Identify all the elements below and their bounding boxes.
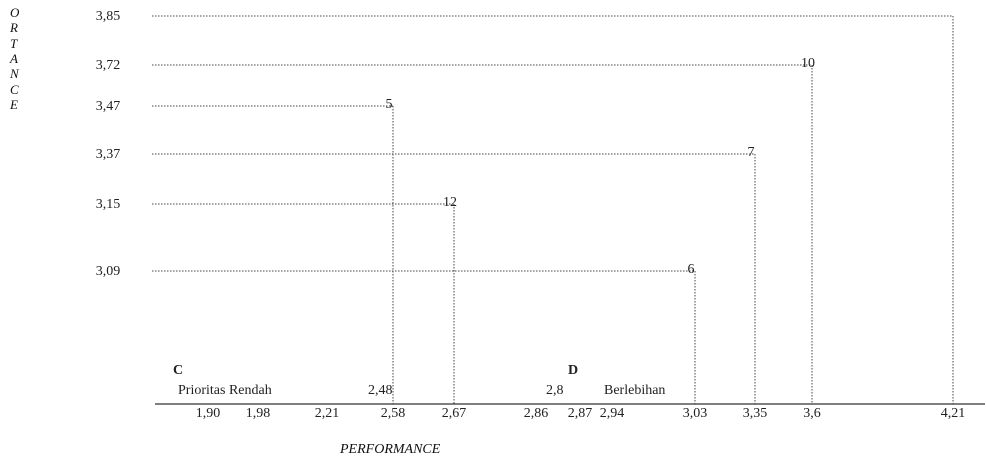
y-axis-label-letter: T	[10, 35, 18, 51]
quadrant-c-mean-label: 2,48	[368, 383, 393, 398]
y-tick-label: 3,09	[96, 264, 121, 279]
x-tick-label: 2,86	[524, 406, 549, 421]
point-label: 6	[688, 262, 695, 277]
importance-performance-chart: 3,85 3,72 3,47 3,37 3,15 3,09 1,90 1,98 2,21 2,5…	[96, 9, 985, 421]
x-axis-label: PERFORMANCE	[340, 442, 441, 457]
y-tick-label: 3,15	[96, 197, 121, 212]
x-tick-label: 4,21	[941, 406, 966, 421]
y-axis-label-letter: R	[10, 20, 18, 36]
x-tick-label: 2,87	[568, 406, 593, 421]
quadrant-d-letter: D	[568, 363, 578, 378]
x-tick-label: 1,98	[246, 406, 271, 421]
y-axis-label-letter: O	[10, 5, 20, 20]
y-axis-label-letter: A	[10, 50, 18, 66]
point-label: 12	[443, 195, 457, 210]
x-tick-label: 2,67	[442, 406, 467, 421]
x-tick-label: 2,58	[381, 406, 406, 421]
y-tick-label: 3,72	[96, 58, 121, 73]
y-tick-label: 3,47	[96, 99, 121, 114]
x-tick-label: 3,6	[803, 406, 821, 421]
x-tick-label: 2,94	[600, 406, 625, 421]
y-axis-label-letter: N	[10, 66, 19, 82]
point-label: 10	[801, 56, 815, 71]
point-label: 5	[386, 97, 393, 112]
point-label: 7	[748, 145, 755, 160]
quadrant-d-mean-label: 2,8	[546, 383, 564, 398]
y-tick-label: 3,37	[96, 147, 121, 162]
y-tick-label: 3,85	[96, 9, 121, 24]
quadrant-d-name: Berlebihan	[604, 383, 665, 398]
y-axis-label-letter: E	[10, 96, 18, 112]
x-tick-label: 3,03	[683, 406, 708, 421]
quadrant-c-name: Prioritas Rendah	[178, 383, 272, 398]
x-tick-label: 1,90	[196, 406, 221, 421]
quadrant-c-letter: C	[173, 363, 183, 378]
y-axis-label-letter: C	[10, 81, 19, 97]
x-tick-label: 3,35	[743, 406, 768, 421]
x-tick-label: 2,21	[315, 406, 340, 421]
